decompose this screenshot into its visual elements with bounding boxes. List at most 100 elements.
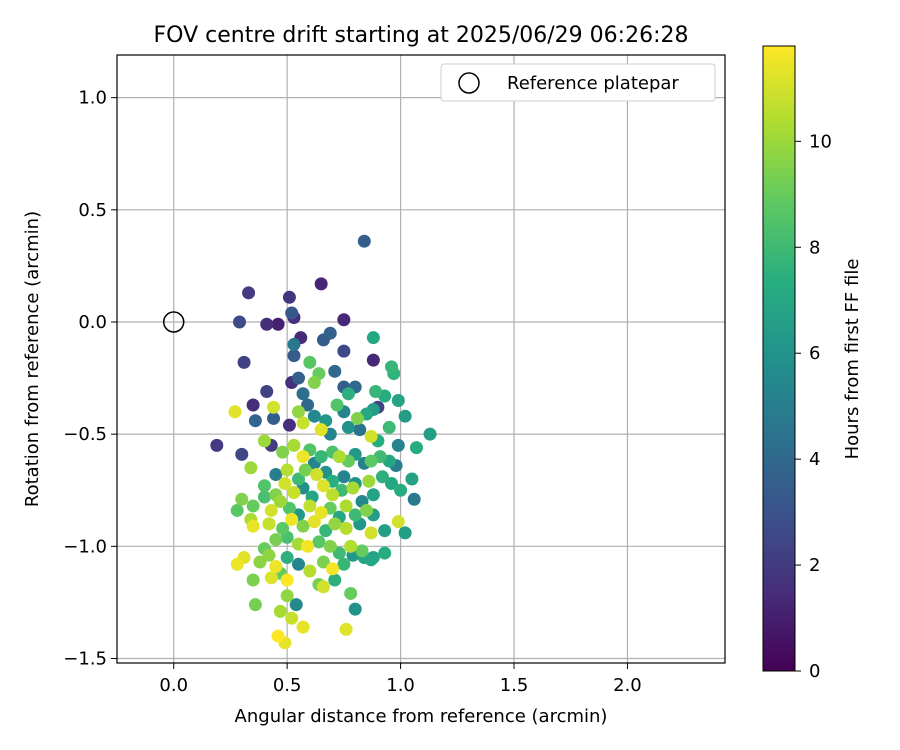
data-point [307,376,321,390]
data-point [407,492,421,506]
data-point [312,535,326,549]
reference-marker [162,311,185,333]
data-point [282,501,296,515]
data-point [398,526,412,540]
data-point [339,521,353,535]
data-point [319,524,333,538]
data-point [257,434,271,448]
colorbar-ticks: 0 2 4 6 8 10 [795,131,832,682]
data-point [357,234,371,248]
x-tick-label: 0.0 [159,675,188,696]
data-point [235,447,249,461]
data-points [210,234,437,650]
data-point [253,555,267,569]
data-point [364,553,378,567]
data-point [291,371,305,385]
data-point [291,472,305,486]
data-point [353,423,367,437]
data-point [364,526,378,540]
x-tick-label: 1.0 [386,675,415,696]
legend-marker-icon [458,72,480,94]
data-point [391,515,405,529]
data-point [339,622,353,636]
y-tick-label: −1.5 [63,649,107,670]
data-point [296,450,310,464]
x-tick-label: 1.5 [500,675,529,696]
data-point [307,515,321,529]
colorbar-tick-label: 2 [809,555,820,576]
colorbar: 0 2 4 6 8 10 Hours from first FF file [762,45,863,682]
data-point [348,508,362,522]
data-point [369,385,383,399]
data-point [385,477,399,491]
data-point [385,360,399,374]
data-point [362,474,376,488]
data-point [301,539,315,553]
data-point [344,539,358,553]
data-point [246,573,260,587]
data-point [332,546,346,560]
data-point [341,420,355,434]
chart-title: FOV centre drift starting at 2025/06/29 … [154,23,689,48]
data-point [298,463,312,477]
data-point [282,418,296,432]
data-point [287,337,301,351]
colorbar-tick-label: 8 [809,237,820,258]
data-point [280,463,294,477]
x-tick-label: 0.5 [273,675,302,696]
data-point [289,598,303,612]
data-point [366,488,380,502]
colorbar-gradient [762,45,796,672]
data-point [285,512,299,526]
data-point [364,454,378,468]
grid-lines [117,55,725,663]
y-axis-ticks: −1.5 −1.0 −0.5 0.0 0.5 1.0 [63,88,117,670]
data-point [307,409,321,423]
data-point [269,560,283,574]
data-point [316,479,330,493]
data-point [264,503,278,517]
data-point [423,427,437,441]
data-point [303,564,317,578]
data-point [378,524,392,538]
data-point [246,398,260,412]
y-tick-label: 0.5 [78,200,107,221]
data-point [326,562,340,576]
data-point [332,450,346,464]
data-point [278,477,292,491]
data-point [394,483,408,497]
data-point [246,499,260,513]
colorbar-tick-label: 4 [809,449,820,470]
data-point [260,317,274,331]
data-point [328,573,342,587]
data-point [257,490,271,504]
data-point [291,557,305,571]
data-point [287,485,301,499]
data-point [337,470,351,484]
data-point [323,539,337,553]
plot-area [117,55,725,663]
data-point [267,411,281,425]
data-point [310,468,324,482]
data-point [262,548,276,562]
data-point [337,557,351,571]
y-axis-label: Rotation from reference (arcmin) [22,211,43,507]
legend-label: Reference platepar [507,73,679,94]
data-point [228,405,242,419]
data-point [282,290,296,304]
data-point [248,598,262,612]
data-point [346,481,360,495]
data-point [260,385,274,399]
data-point [360,503,374,517]
data-point [242,286,256,300]
data-point [230,503,244,517]
y-tick-label: −1.0 [63,536,107,557]
data-point [230,557,244,571]
data-point [287,349,301,363]
data-point [316,580,330,594]
data-point [276,521,290,535]
data-point [314,450,328,464]
data-point [237,355,251,369]
data-point [257,479,271,493]
data-point [328,364,342,378]
